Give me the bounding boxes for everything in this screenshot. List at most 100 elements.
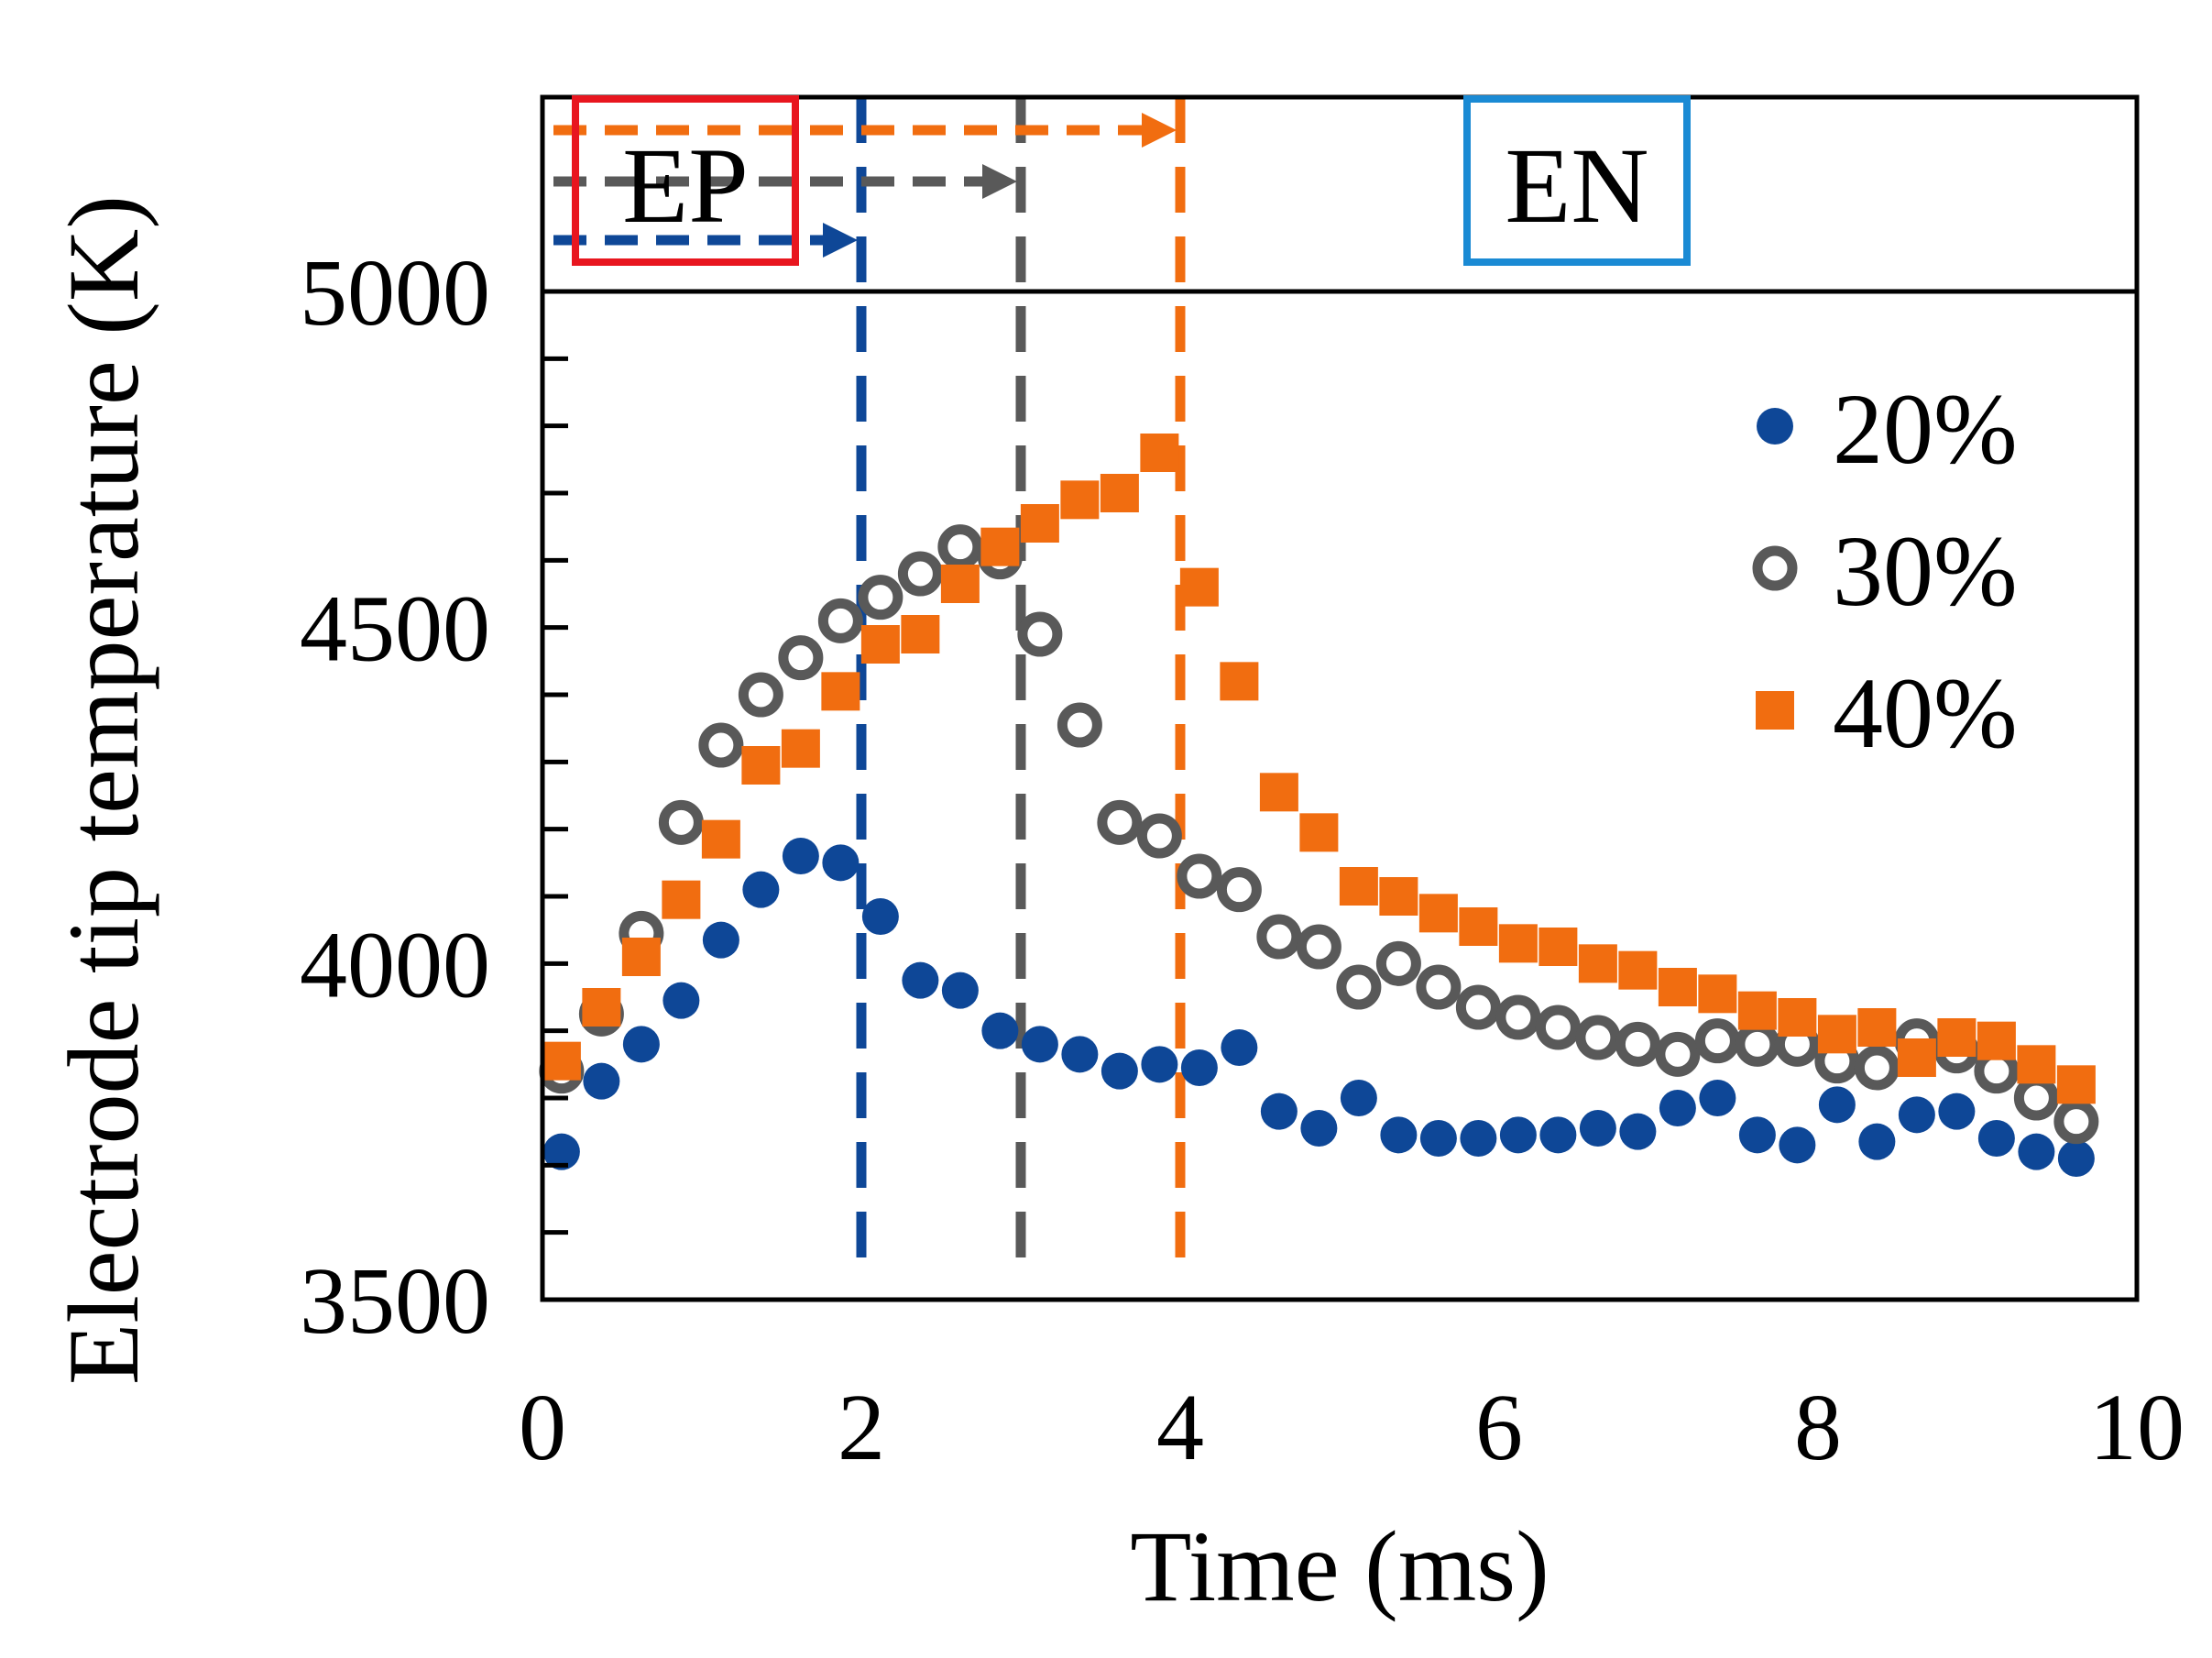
point-20pct — [1659, 1090, 1696, 1126]
point-20pct — [622, 1026, 660, 1063]
point-40pct — [1618, 950, 1658, 990]
point-20pct — [1619, 1113, 1657, 1150]
point-20pct — [1061, 1036, 1099, 1073]
point-40pct — [781, 729, 820, 768]
point-40pct — [1737, 991, 1777, 1030]
point-40pct — [582, 988, 621, 1027]
point-30pct — [1535, 1005, 1581, 1050]
point-20pct — [1938, 1093, 1976, 1130]
point-40pct — [1698, 974, 1737, 1014]
point-40pct — [542, 1041, 581, 1081]
text-layer: Time (ms) Electrode tip temperature (K) — [48, 195, 1549, 1622]
point-40pct — [1379, 877, 1418, 916]
point-40pct — [1857, 1008, 1897, 1047]
point-20pct — [822, 844, 860, 882]
point-20pct — [782, 838, 819, 874]
point-30pct — [1495, 994, 1541, 1040]
point-30pct — [1455, 984, 1501, 1030]
point-20pct — [1021, 1026, 1058, 1063]
point-40pct — [1140, 434, 1179, 472]
point-40pct — [1498, 924, 1538, 963]
point-20pct — [1699, 1080, 1736, 1116]
point-40pct — [1339, 867, 1378, 906]
point-30pct — [738, 672, 783, 718]
plot-area-frame — [540, 94, 2140, 1302]
point-20pct — [1460, 1120, 1497, 1157]
point-40pct — [1817, 1015, 1856, 1054]
point-30pct — [1097, 799, 1143, 845]
legend-label: 40% — [1833, 657, 2018, 769]
point-20pct — [2057, 1140, 2095, 1177]
point-20pct — [1180, 1049, 1218, 1086]
point-40pct — [1897, 1038, 1936, 1077]
y-axis-title: Electrode tip temperature (K) — [48, 195, 159, 1385]
point-40pct — [1179, 567, 1219, 607]
point-20pct — [1738, 1116, 1776, 1154]
data-points-layer — [539, 434, 2099, 1177]
annotation-lines-layer — [553, 97, 1186, 1269]
point-30pct — [1615, 1021, 1660, 1067]
point-40pct — [1539, 928, 1578, 966]
ep-duration-arrow-head — [1142, 113, 1177, 148]
point-30pct — [1136, 813, 1182, 859]
point-20pct — [941, 972, 979, 1009]
y-tick-label: 3500 — [300, 1248, 490, 1354]
point-20pct — [1898, 1096, 1935, 1134]
point-20pct — [1539, 1116, 1577, 1154]
point-20pct — [583, 1062, 620, 1100]
point-20pct — [902, 961, 939, 999]
point-20pct — [981, 1012, 1019, 1049]
ep-label-box — [572, 95, 799, 266]
point-30pct — [1336, 964, 1382, 1010]
point-40pct — [741, 746, 781, 785]
y-tick-label: 4500 — [300, 576, 490, 682]
x-tick-label: 4 — [1156, 1375, 1204, 1480]
point-30pct — [658, 799, 704, 845]
point-40pct — [1778, 998, 1817, 1037]
point-20pct — [1101, 1052, 1138, 1090]
point-30pct — [1375, 940, 1421, 986]
point-30pct — [1057, 702, 1102, 748]
point-30pct — [1575, 1015, 1621, 1060]
point-30pct — [937, 524, 983, 570]
point-20pct — [1499, 1116, 1537, 1154]
point-20pct — [742, 871, 780, 908]
point-40pct — [621, 938, 661, 976]
point-20pct — [702, 921, 739, 959]
point-30pct — [1854, 1045, 1900, 1091]
point-30pct — [778, 635, 824, 681]
legend-marker-20pct — [1757, 408, 1793, 445]
legend-label: 30% — [1833, 515, 2018, 627]
point-40pct — [662, 880, 701, 919]
point-30pct — [698, 722, 744, 768]
point-20pct — [542, 1133, 580, 1170]
legend-label: 20% — [1833, 373, 2018, 485]
x-tick-label: 6 — [1475, 1375, 1523, 1480]
point-20pct — [1977, 1120, 2015, 1157]
point-40pct — [821, 672, 860, 711]
point-20pct — [861, 898, 899, 935]
legend-marker-30pct — [1752, 545, 1798, 591]
point-30pct — [2013, 1075, 2059, 1121]
point-40pct — [940, 565, 980, 603]
ep-label: EP — [622, 126, 749, 246]
point-20pct — [1300, 1110, 1338, 1147]
x-tick-label: 0 — [519, 1375, 566, 1480]
legend: 20% 30% 40% — [1752, 373, 2018, 769]
point-40pct — [1578, 944, 1617, 983]
point-30pct — [1216, 867, 1262, 913]
point-40pct — [1658, 968, 1697, 1006]
point-20pct — [1818, 1086, 1856, 1124]
x-tick-label: 8 — [1794, 1375, 1842, 1480]
point-30pct — [858, 575, 903, 620]
point-20pct — [1419, 1120, 1457, 1157]
legend-marker-40pct — [1756, 691, 1794, 730]
point-40pct — [1100, 474, 1139, 512]
en-label: EN — [1505, 126, 1648, 246]
point-40pct — [2056, 1065, 2096, 1104]
point-40pct — [1060, 480, 1100, 520]
ep-en-annotations: EP EN — [572, 95, 1691, 266]
point-20pct — [1260, 1093, 1298, 1130]
point-30pct — [2053, 1099, 2099, 1145]
